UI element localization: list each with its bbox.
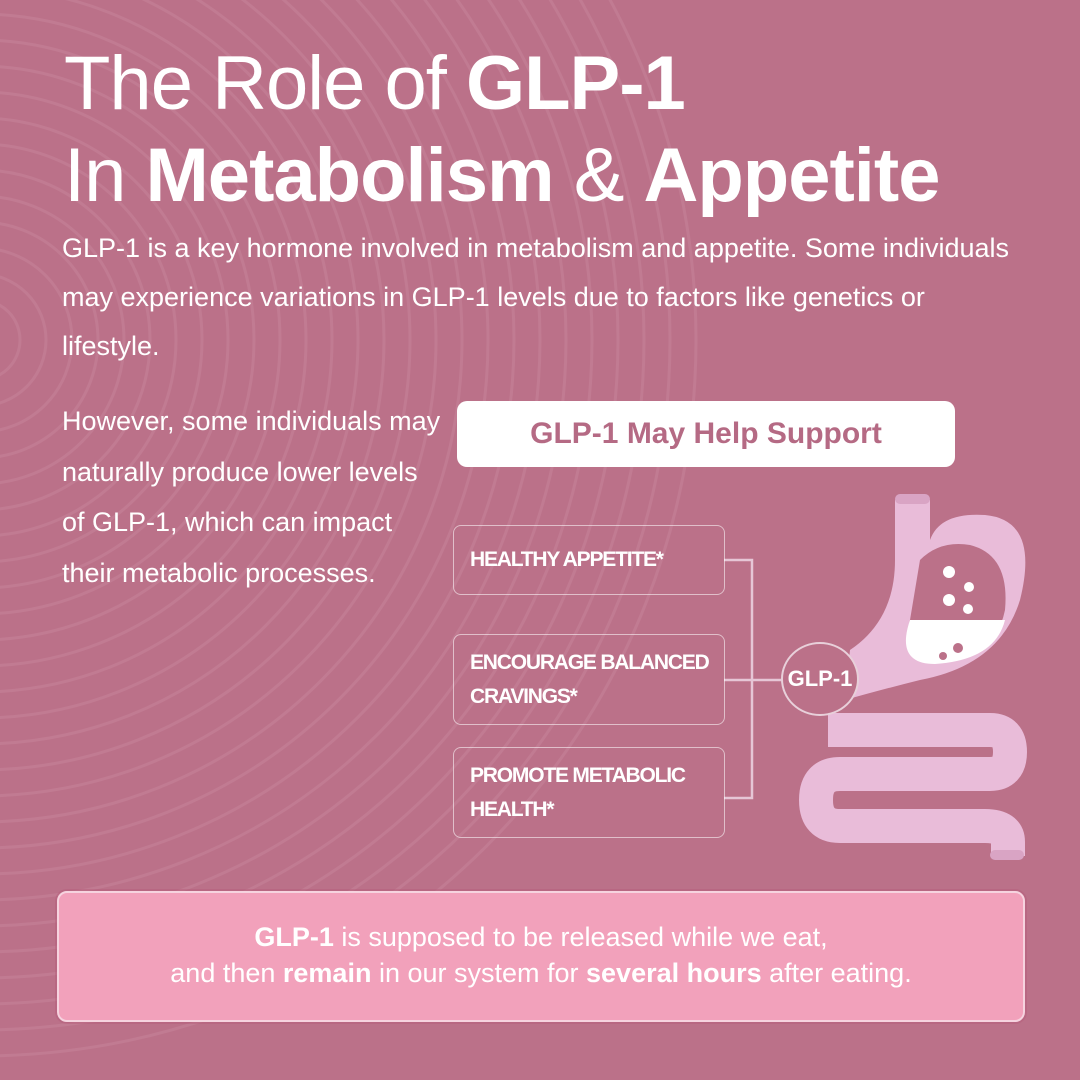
ripple-ring bbox=[0, 0, 516, 876]
ripple-ring bbox=[0, 91, 230, 589]
title-light: The Role of bbox=[64, 41, 466, 126]
ripple-ring bbox=[0, 0, 568, 928]
ripple-ring bbox=[0, 0, 620, 980]
glp1-hub: GLP-1 bbox=[781, 642, 859, 716]
ripple-ring bbox=[0, 0, 490, 849]
intro-paragraph: GLP-1 is a key hormone involved in metab… bbox=[62, 233, 1010, 361]
ripple-ring bbox=[0, 248, 74, 432]
ripple-ring bbox=[0, 0, 646, 1006]
ripple-ring bbox=[0, 169, 152, 511]
ripple-ring bbox=[0, 0, 672, 1032]
ripple-ring bbox=[0, 303, 22, 377]
support-heading: GLP-1 May Help Support bbox=[457, 401, 955, 467]
callout-text: and then bbox=[170, 958, 283, 988]
left-paragraph: However, some individuals may naturally … bbox=[62, 406, 441, 588]
ripple-ring bbox=[0, 117, 204, 563]
callout-text: is supposed to be released while we eat, bbox=[333, 922, 828, 952]
ripple-ring bbox=[0, 13, 308, 667]
ripple-ring bbox=[0, 39, 282, 641]
ripple-ring bbox=[0, 275, 48, 405]
benefit-healthy-appetite: HEALTHY APPETITE* bbox=[453, 525, 725, 595]
callout-bold: remain bbox=[282, 958, 372, 988]
ripple-ring bbox=[0, 143, 178, 537]
callout-text: after eating. bbox=[761, 958, 912, 988]
ripple-ring bbox=[0, 0, 360, 719]
ripple-ring bbox=[0, 0, 698, 1058]
ripple-ring bbox=[0, 0, 412, 771]
title-bold: Metabolism bbox=[145, 133, 555, 218]
ripple-ring bbox=[0, 0, 386, 745]
ripple-ring bbox=[0, 222, 100, 458]
callout-text: in our system for bbox=[371, 958, 587, 988]
ripple-ring bbox=[0, 0, 542, 902]
title-light: In bbox=[64, 133, 146, 218]
ripple-ring bbox=[0, 0, 334, 693]
benefit-metabolic-health: PROMOTE METABOLIC HEALTH* bbox=[453, 747, 725, 838]
ripple-ring bbox=[0, 0, 438, 797]
ripple-ring bbox=[0, 0, 464, 823]
title-bold: Appetite bbox=[643, 133, 941, 218]
callout-bold: several hours bbox=[586, 958, 762, 988]
title-bold: GLP-1 bbox=[466, 41, 686, 126]
ripple-ring bbox=[0, 0, 594, 954]
benefit-balanced-cravings: ENCOURAGE BALANCED CRAVINGS* bbox=[453, 634, 725, 725]
title-light: & bbox=[553, 133, 644, 218]
ripple-ring bbox=[0, 195, 126, 485]
page-title: The Role of GLP-1 In Metabolism & Appeti… bbox=[64, 38, 941, 222]
bottom-callout: GLP-1 is supposed to be released while w… bbox=[57, 891, 1025, 1022]
ripple-ring bbox=[0, 65, 256, 615]
callout-bold: GLP-1 bbox=[254, 922, 334, 952]
